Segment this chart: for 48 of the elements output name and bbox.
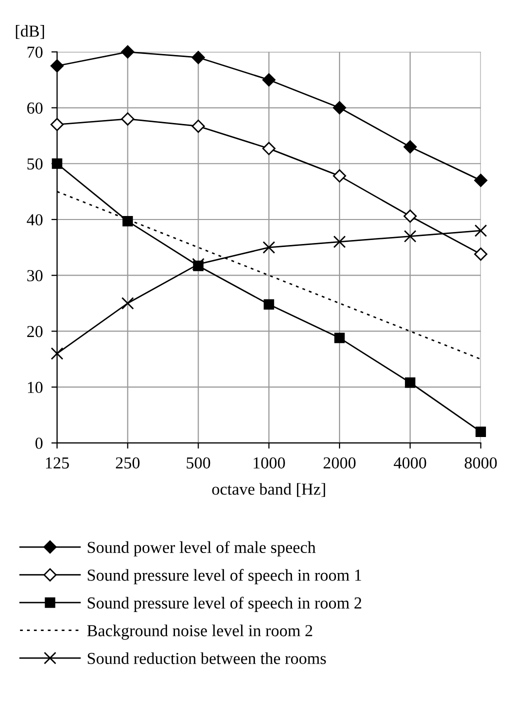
point xyxy=(50,59,64,72)
point xyxy=(474,224,488,237)
x-tick-label: 8000 xyxy=(464,457,497,469)
legend-label: Sound pressure level of speech in room 2 xyxy=(88,596,362,612)
legend-label: Sound reduction between the rooms xyxy=(88,652,326,664)
y-tick-label: 0 xyxy=(35,438,43,449)
y-tick-label: 20 xyxy=(27,326,43,338)
point xyxy=(262,241,276,254)
point xyxy=(50,118,64,132)
point xyxy=(476,426,486,437)
point xyxy=(192,258,205,270)
point xyxy=(262,142,276,156)
x-tick-label: 1000 xyxy=(254,457,285,469)
point xyxy=(121,45,134,58)
point xyxy=(332,101,346,114)
point xyxy=(474,248,488,261)
y-tick-label: 40 xyxy=(26,214,43,226)
x-tick-label: 4000 xyxy=(394,457,426,469)
point xyxy=(404,230,416,243)
x-tick-label: 125 xyxy=(46,457,69,469)
point xyxy=(192,120,205,133)
legend-label: Background noise level in room 2 xyxy=(87,624,312,640)
point xyxy=(474,174,488,187)
point xyxy=(334,332,345,344)
y-tick-label: 10 xyxy=(28,382,43,394)
legend-label: Sound pressure level of speech in room 1 xyxy=(88,568,362,584)
point xyxy=(404,210,417,223)
point xyxy=(262,73,276,86)
point xyxy=(404,140,417,154)
y-tick-label: 30 xyxy=(27,270,43,282)
point xyxy=(264,299,274,310)
y-tick-label: 60 xyxy=(27,102,43,114)
y-tick-label: 50 xyxy=(27,158,43,170)
x-axis-title: octave band [Hz] xyxy=(212,483,326,497)
y-axis-title: [dB] xyxy=(16,25,44,39)
x-tick-label: 250 xyxy=(116,457,140,469)
x-tick-label: 2000 xyxy=(324,457,356,469)
point xyxy=(50,347,64,360)
legend-label: Sound power level of male speech xyxy=(88,541,316,556)
y-tick-label: 70 xyxy=(28,46,43,58)
point xyxy=(121,112,134,126)
point xyxy=(333,236,346,248)
point xyxy=(122,216,133,226)
point xyxy=(332,169,346,183)
point xyxy=(404,377,416,388)
point xyxy=(121,297,134,310)
x-tick-label: 500 xyxy=(186,457,210,469)
point xyxy=(192,50,205,64)
